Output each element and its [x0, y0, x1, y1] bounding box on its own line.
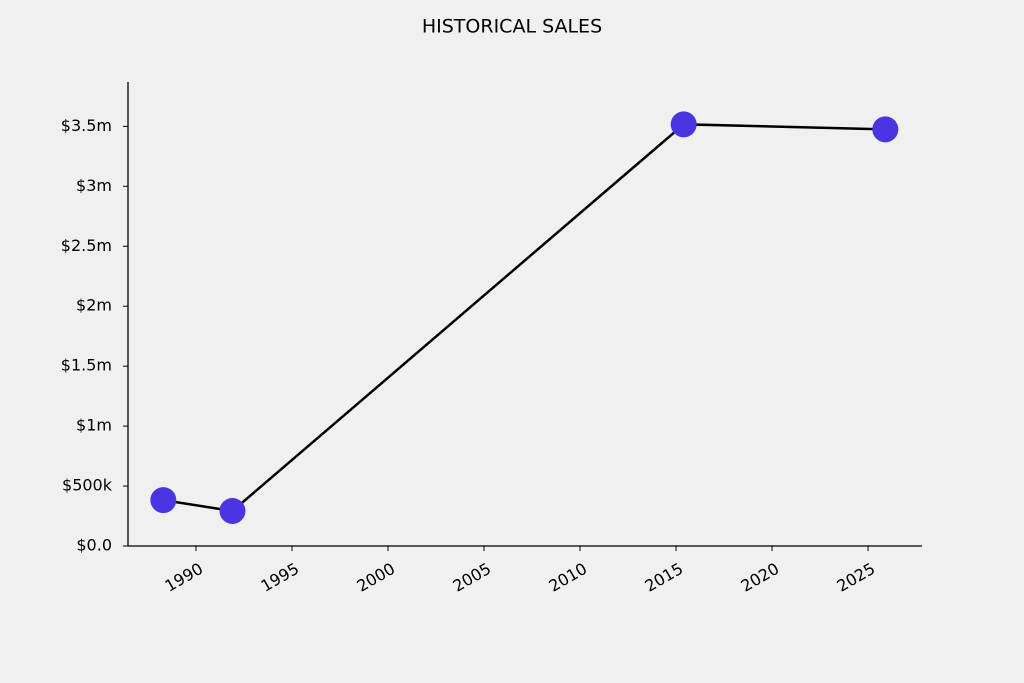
chart-title: HISTORICAL SALES: [422, 16, 602, 38]
y-tick-label: $500k: [62, 476, 113, 495]
point: [150, 487, 177, 514]
y-tick-label: $1.5m: [61, 356, 112, 375]
line: [163, 123, 886, 513]
x-tick-label: 2025: [834, 559, 879, 596]
x-tick-label: 1990: [161, 559, 206, 596]
point: [872, 116, 899, 143]
x-tick-label: 1995: [257, 559, 302, 596]
x-tick-label: 2015: [642, 559, 687, 596]
y-tick-label: $3.5m: [61, 116, 112, 135]
y-tick-label: $2m: [76, 296, 112, 315]
point: [670, 111, 697, 138]
x-tick-label: 2000: [353, 559, 398, 596]
x-tick-label: 2020: [738, 559, 783, 596]
y-tick-label: $3m: [76, 176, 112, 195]
y-tick-label: $0.0: [76, 536, 112, 555]
x-tick-label: 2005: [449, 559, 494, 596]
y-tick-label: $1m: [76, 416, 112, 435]
y-tick-label: $2.5m: [61, 236, 112, 255]
x-tick-label: 2010: [546, 559, 591, 596]
point: [219, 497, 246, 524]
